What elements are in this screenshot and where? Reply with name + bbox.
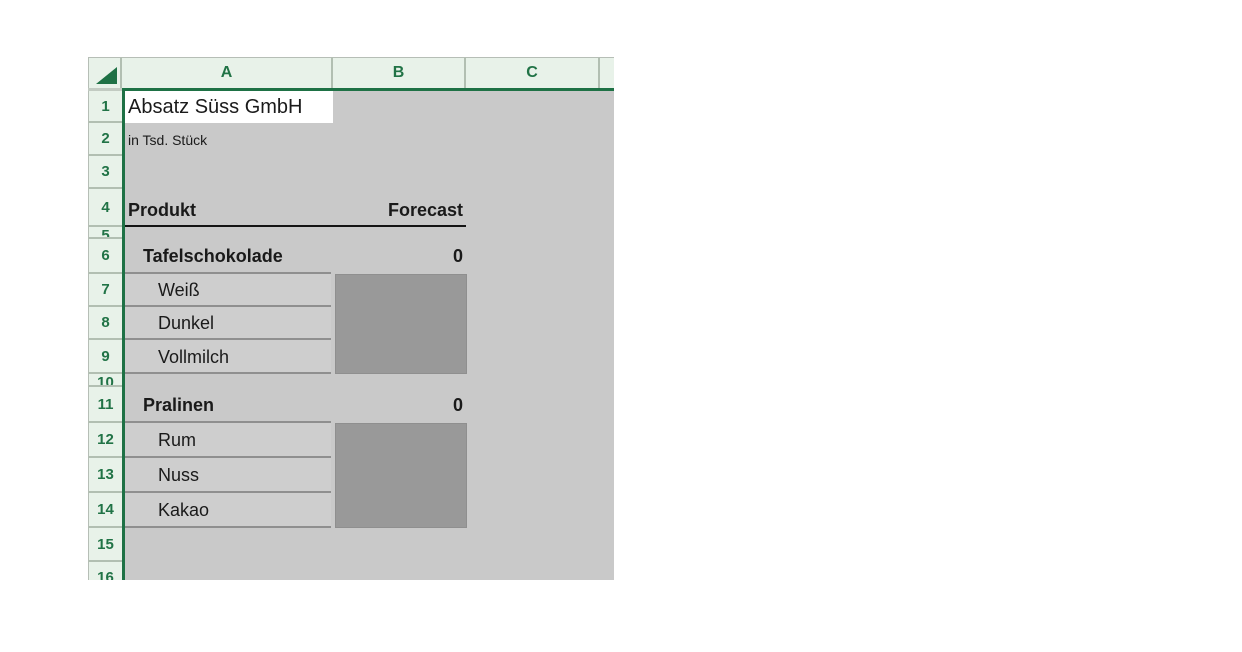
row-header-10-label: 10	[97, 374, 114, 387]
header-row-border	[125, 225, 466, 227]
row-header-8[interactable]: 8	[88, 307, 122, 340]
row-header-divider	[122, 91, 125, 580]
row-header-12[interactable]: 12	[88, 423, 122, 458]
row-header-16-clipped[interactable]: 16	[88, 562, 122, 580]
cell-b4[interactable]: Forecast	[333, 189, 463, 227]
entry-cells-a7-a9[interactable]	[125, 274, 331, 374]
row-header-11-label: 11	[97, 395, 114, 413]
cell-a13-value: Nuss	[158, 465, 200, 485]
cell-border-a6	[125, 272, 331, 274]
row-header-7-label: 7	[101, 281, 110, 298]
cell-a2[interactable]: in Tsd. Stück	[128, 123, 207, 156]
cell-b6[interactable]: 0	[333, 239, 463, 274]
row-header-14[interactable]: 14	[88, 493, 122, 528]
column-header-a-label: A	[220, 64, 233, 81]
row-header-11[interactable]: 11	[88, 387, 122, 423]
cell-b11[interactable]: 0	[333, 387, 463, 423]
cell-a8-value: Dunkel	[158, 313, 215, 333]
row-header-5-collapsed[interactable]: 5	[88, 227, 122, 239]
entry-cells-a12-a14[interactable]	[125, 423, 331, 528]
cell-a14-value: Kakao	[158, 500, 210, 520]
row-header-10-collapsed[interactable]: 10	[88, 374, 122, 387]
row-header-6-label: 6	[101, 247, 110, 264]
cell-a7[interactable]: Weiß	[158, 274, 200, 307]
corner-divider	[88, 88, 122, 91]
input-range-b12-b14[interactable]	[335, 423, 467, 528]
cell-border-a8	[125, 338, 331, 340]
cell-b6-value: 0	[452, 246, 463, 266]
cell-a4[interactable]: Produkt	[128, 189, 196, 227]
input-range-b7-b9[interactable]	[335, 274, 467, 374]
select-all-triangle-icon	[96, 67, 117, 84]
cell-b4-value: Forecast	[387, 200, 463, 220]
select-all-corner[interactable]	[88, 57, 122, 88]
cell-border-a13	[125, 491, 331, 493]
spreadsheet: A B C 1 2 3 4 5 6 7 8 9 10 11 12 13 14 1…	[88, 57, 614, 580]
row-header-8-label: 8	[101, 314, 110, 331]
cell-a4-value: Produkt	[128, 200, 197, 220]
cell-border-a7	[125, 305, 331, 307]
cell-a13[interactable]: Nuss	[158, 458, 199, 493]
row-header-1-label: 1	[101, 97, 110, 115]
row-header-4-label: 4	[101, 198, 110, 216]
row-header-14-label: 14	[97, 501, 114, 518]
row-header-9[interactable]: 9	[88, 340, 122, 374]
cell-a8[interactable]: Dunkel	[158, 307, 214, 340]
row-header-13-label: 13	[97, 466, 114, 483]
cell-a6-value: Tafelschokolade	[143, 246, 283, 266]
cell-a9-value: Vollmilch	[158, 347, 230, 367]
row-header-4[interactable]: 4	[88, 189, 122, 227]
row-header-13[interactable]: 13	[88, 458, 122, 493]
cell-a9[interactable]: Vollmilch	[158, 340, 229, 374]
header-underline	[122, 88, 614, 91]
row-header-2[interactable]: 2	[88, 123, 122, 156]
row-header-16-label: 16	[97, 569, 114, 580]
cell-border-a9	[125, 372, 331, 374]
row-header-5-label: 5	[101, 227, 110, 239]
cell-b11-value: 0	[452, 395, 463, 415]
cell-a12-value: Rum	[158, 430, 197, 450]
cell-a2-value: in Tsd. Stück	[128, 132, 208, 148]
row-header-3-label: 3	[101, 163, 110, 180]
column-header-b[interactable]: B	[333, 57, 466, 88]
cell-border-a11	[125, 421, 331, 423]
column-header-b-label: B	[392, 64, 405, 81]
cell-a14[interactable]: Kakao	[158, 493, 209, 528]
row-header-1[interactable]: 1	[88, 91, 122, 123]
cell-border-a12	[125, 456, 331, 458]
column-header-a[interactable]: A	[122, 57, 333, 88]
row-header-15[interactable]: 15	[88, 528, 122, 562]
cell-a6[interactable]: Tafelschokolade	[143, 239, 283, 274]
cell-a7-value: Weiß	[158, 280, 200, 300]
row-header-15-label: 15	[97, 535, 114, 553]
cell-a1[interactable]: Absatz Süss GmbH	[125, 91, 333, 123]
row-header-12-label: 12	[97, 431, 114, 448]
cell-a12[interactable]: Rum	[158, 423, 196, 458]
column-header-d-partial[interactable]	[600, 57, 614, 88]
column-header-c-label: C	[526, 64, 538, 81]
row-header-9-label: 9	[101, 347, 110, 365]
cell-a1-value: Absatz Süss GmbH	[128, 96, 303, 118]
row-header-3[interactable]: 3	[88, 156, 122, 189]
row-header-6[interactable]: 6	[88, 239, 122, 274]
cell-a11[interactable]: Pralinen	[143, 387, 214, 423]
cell-a11-value: Pralinen	[143, 395, 215, 415]
row-header-7[interactable]: 7	[88, 274, 122, 307]
row-header-2-label: 2	[101, 130, 110, 147]
column-header-c[interactable]: C	[466, 57, 600, 88]
cell-border-a14	[125, 526, 331, 528]
